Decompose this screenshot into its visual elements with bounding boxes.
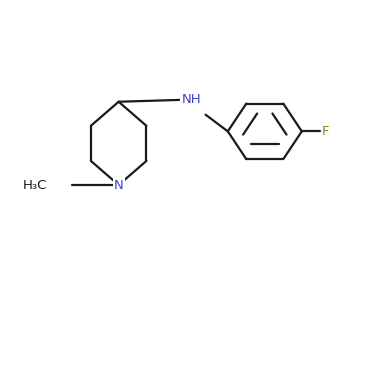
Text: F: F	[322, 125, 329, 138]
Text: H₃C: H₃C	[23, 178, 47, 192]
Text: N: N	[114, 178, 124, 192]
Text: NH: NH	[182, 93, 201, 107]
